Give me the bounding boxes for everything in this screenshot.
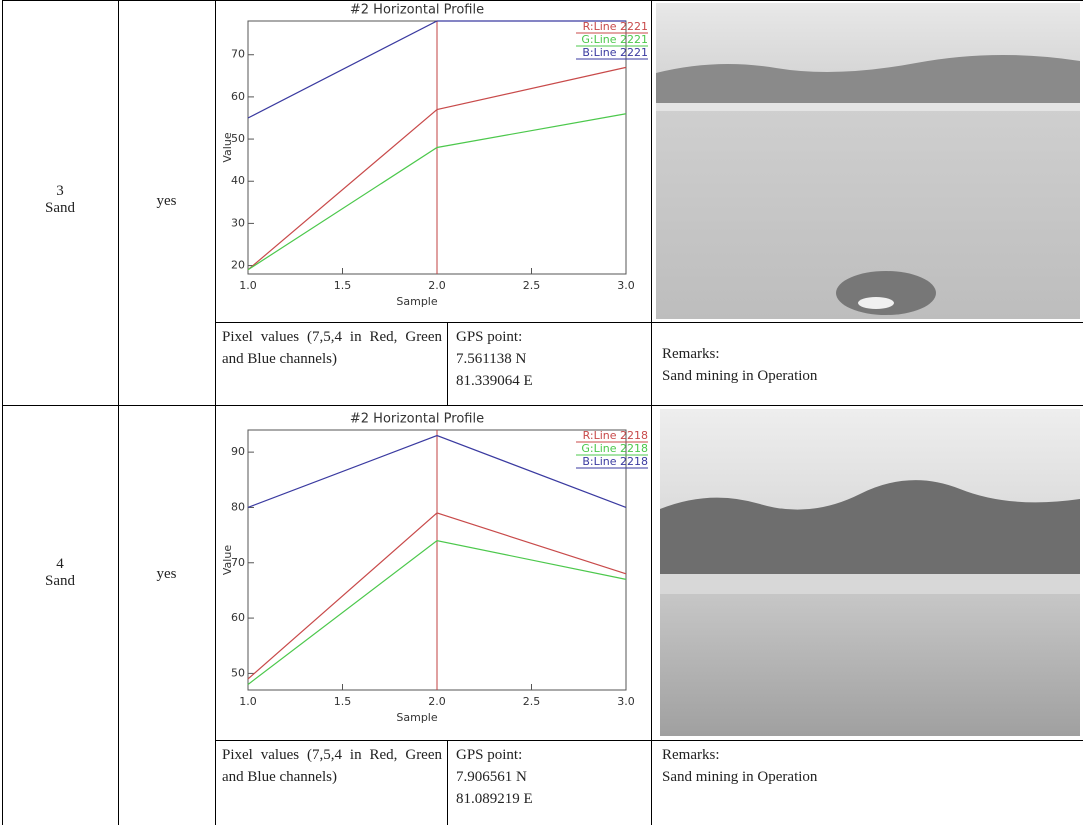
y-tick-label: 50 xyxy=(231,666,245,679)
rule xyxy=(215,322,1083,323)
rule xyxy=(651,0,652,825)
legend-entry: B:Line 2218 xyxy=(582,455,648,468)
legend-entry: G:Line 2221 xyxy=(581,33,648,46)
rule xyxy=(118,0,119,825)
id-cell: 3 Sand xyxy=(2,183,118,217)
rule xyxy=(447,322,448,405)
y-axis-label: Value xyxy=(221,545,234,575)
chart-title: #2 Horizontal Profile xyxy=(350,412,484,427)
remarks: Remarks: Sand mining in Operation xyxy=(662,744,1072,788)
y-tick-label: 90 xyxy=(231,445,245,458)
y-tick-label: 50 xyxy=(231,132,245,145)
series-line xyxy=(247,66,627,271)
gps-label: GPS point: xyxy=(456,747,523,763)
photo xyxy=(660,409,1080,736)
legend-entry: R:Line 2221 xyxy=(583,20,648,33)
series-line xyxy=(247,434,627,509)
x-tick-label: 2.5 xyxy=(523,695,541,708)
series-line xyxy=(247,539,627,685)
chart: #2 Horizontal Profile Sample Value 50 60 70 80… xyxy=(221,412,648,724)
x-axis-label: Sample xyxy=(396,711,437,724)
pixel-note: Pixel values (7,5,4 in Red, Green and Bl… xyxy=(222,747,442,785)
x-tick-label: 3.0 xyxy=(617,279,635,292)
pixel-note: Pixel values (7,5,4 in Red, Green and Bl… xyxy=(222,329,442,367)
row-class: Sand xyxy=(45,200,75,216)
row-flag: yes xyxy=(156,566,177,582)
x-tick-label: 2.5 xyxy=(523,279,541,292)
x-tick-label: 2.0 xyxy=(428,695,446,708)
y-tick-label: 20 xyxy=(231,259,245,272)
gps: GPS point: 7.906561 N 81.089219 E xyxy=(456,744,646,810)
series-line xyxy=(247,113,627,271)
y-tick-label: 60 xyxy=(231,611,245,624)
remarks-label: Remarks: xyxy=(662,346,720,362)
rule xyxy=(447,740,448,825)
row-id: 3 xyxy=(56,183,64,199)
series-line xyxy=(247,20,626,119)
gps: GPS point: 7.561138 N 81.339064 E xyxy=(456,326,646,392)
x-tick-label: 3.0 xyxy=(617,695,635,708)
gps-lon: 81.339064 E xyxy=(456,373,533,389)
id-cell: 4 Sand xyxy=(2,556,118,590)
x-tick-label: 2.0 xyxy=(428,279,446,292)
x-axis-label: Sample xyxy=(396,295,437,308)
x-tick-label: 1.0 xyxy=(239,695,257,708)
y-tick-label: 70 xyxy=(231,48,245,61)
x-tick-label: 1.5 xyxy=(334,695,352,708)
x-tick-label: 1.0 xyxy=(239,279,257,292)
legend-entry: B:Line 2221 xyxy=(582,46,648,59)
y-tick-label: 80 xyxy=(231,500,245,513)
remarks: Remarks: Sand mining in Operation xyxy=(662,343,1072,387)
gps-lon: 81.089219 E xyxy=(456,791,533,807)
gps-lat: 7.906561 N xyxy=(456,769,527,785)
gps-label: GPS point: xyxy=(456,329,523,345)
y-tick-label: 30 xyxy=(231,216,245,229)
y-tick-label: 40 xyxy=(231,174,245,187)
remarks-text: Sand mining in Operation xyxy=(662,769,818,785)
rule xyxy=(215,740,1083,741)
rule xyxy=(2,0,1083,1)
legend-entry: R:Line 2218 xyxy=(583,429,648,442)
y-tick-label: 70 xyxy=(231,556,245,569)
remarks-label: Remarks: xyxy=(662,747,720,763)
row-id: 4 xyxy=(56,556,64,572)
remarks-text: Sand mining in Operation xyxy=(662,368,818,384)
chart-title: #2 Horizontal Profile xyxy=(350,3,484,18)
photo xyxy=(656,3,1080,319)
series-line xyxy=(247,512,627,680)
y-tick-label: 60 xyxy=(231,90,245,103)
gps-lat: 7.561138 N xyxy=(456,351,527,367)
chart: #2 Horizontal Profile Sample Value 20 30 40 50… xyxy=(221,3,648,308)
y-axis-label: Value xyxy=(221,132,234,162)
rule xyxy=(2,405,1083,406)
x-tick-label: 1.5 xyxy=(334,279,352,292)
rule xyxy=(2,0,3,825)
legend-entry: G:Line 2218 xyxy=(581,442,648,455)
rule xyxy=(215,0,216,825)
row-class: Sand xyxy=(45,573,75,589)
row-flag: yes xyxy=(156,193,177,209)
